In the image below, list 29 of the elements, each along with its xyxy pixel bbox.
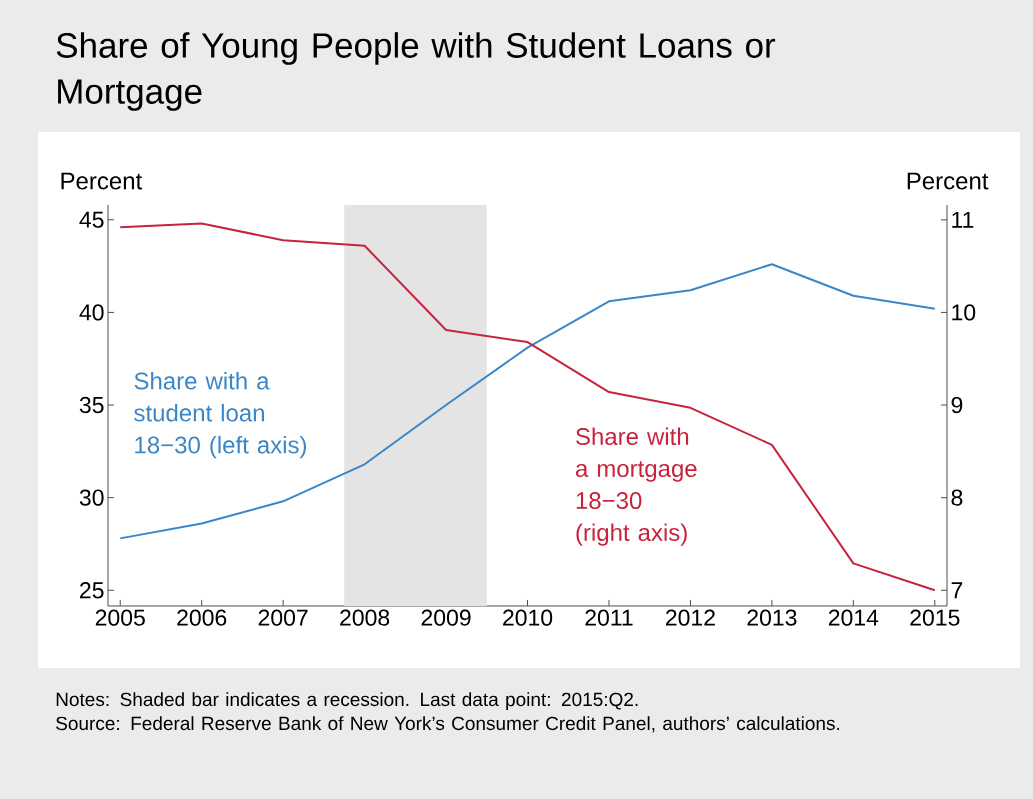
x-tick-label: 2013	[747, 609, 797, 626]
x-tick-label: 2015	[910, 609, 960, 626]
x-tick-label: 2010	[503, 609, 553, 626]
y2-tick-label: 9	[951, 396, 963, 414]
y2-axis-title: Percent	[907, 172, 989, 190]
line-series	[119, 222, 936, 592]
y2-tick-label: 10	[952, 304, 976, 321]
y2-tick-label: 7	[951, 582, 963, 599]
x-tick-label: 2008	[340, 609, 390, 626]
source-note: Source: Federal Reserve Bank of New York’s Consumer Credit Panel, authors’ calculations.	[56, 716, 840, 733]
series-label: Share with a mortgage 18−30 (right axis)	[575, 427, 697, 546]
y2-tick-label: 8	[951, 489, 963, 506]
chart-title: Share of Young People with Student Loans or Mortgage	[56, 32, 776, 111]
x-tick-label: 2006	[177, 609, 227, 626]
y-tick-label: 35	[79, 396, 104, 414]
x-tick-label: 2007	[258, 609, 308, 626]
y-tick-label: 45	[79, 211, 104, 228]
x-tick-label: 2011	[585, 609, 633, 626]
series-label: Share with a student loan 18−30 (left axis)	[134, 371, 307, 459]
text: Notes: Shaded bar indicates a recession. Last data point: 2015:Q2.	[56, 692, 638, 710]
x-tick-label: 2014	[828, 609, 879, 626]
x-tick-label: 2005	[95, 609, 145, 626]
y2-tick-label: 11	[952, 211, 974, 228]
x-tick-label: 2012	[666, 609, 715, 626]
y-tick-label: 40	[79, 304, 104, 321]
y-tick-label: 25	[80, 582, 104, 599]
y-axis-title: Percent	[61, 172, 143, 190]
y-tick-label: 30	[79, 489, 104, 506]
x-tick-label: 2009	[421, 609, 471, 626]
